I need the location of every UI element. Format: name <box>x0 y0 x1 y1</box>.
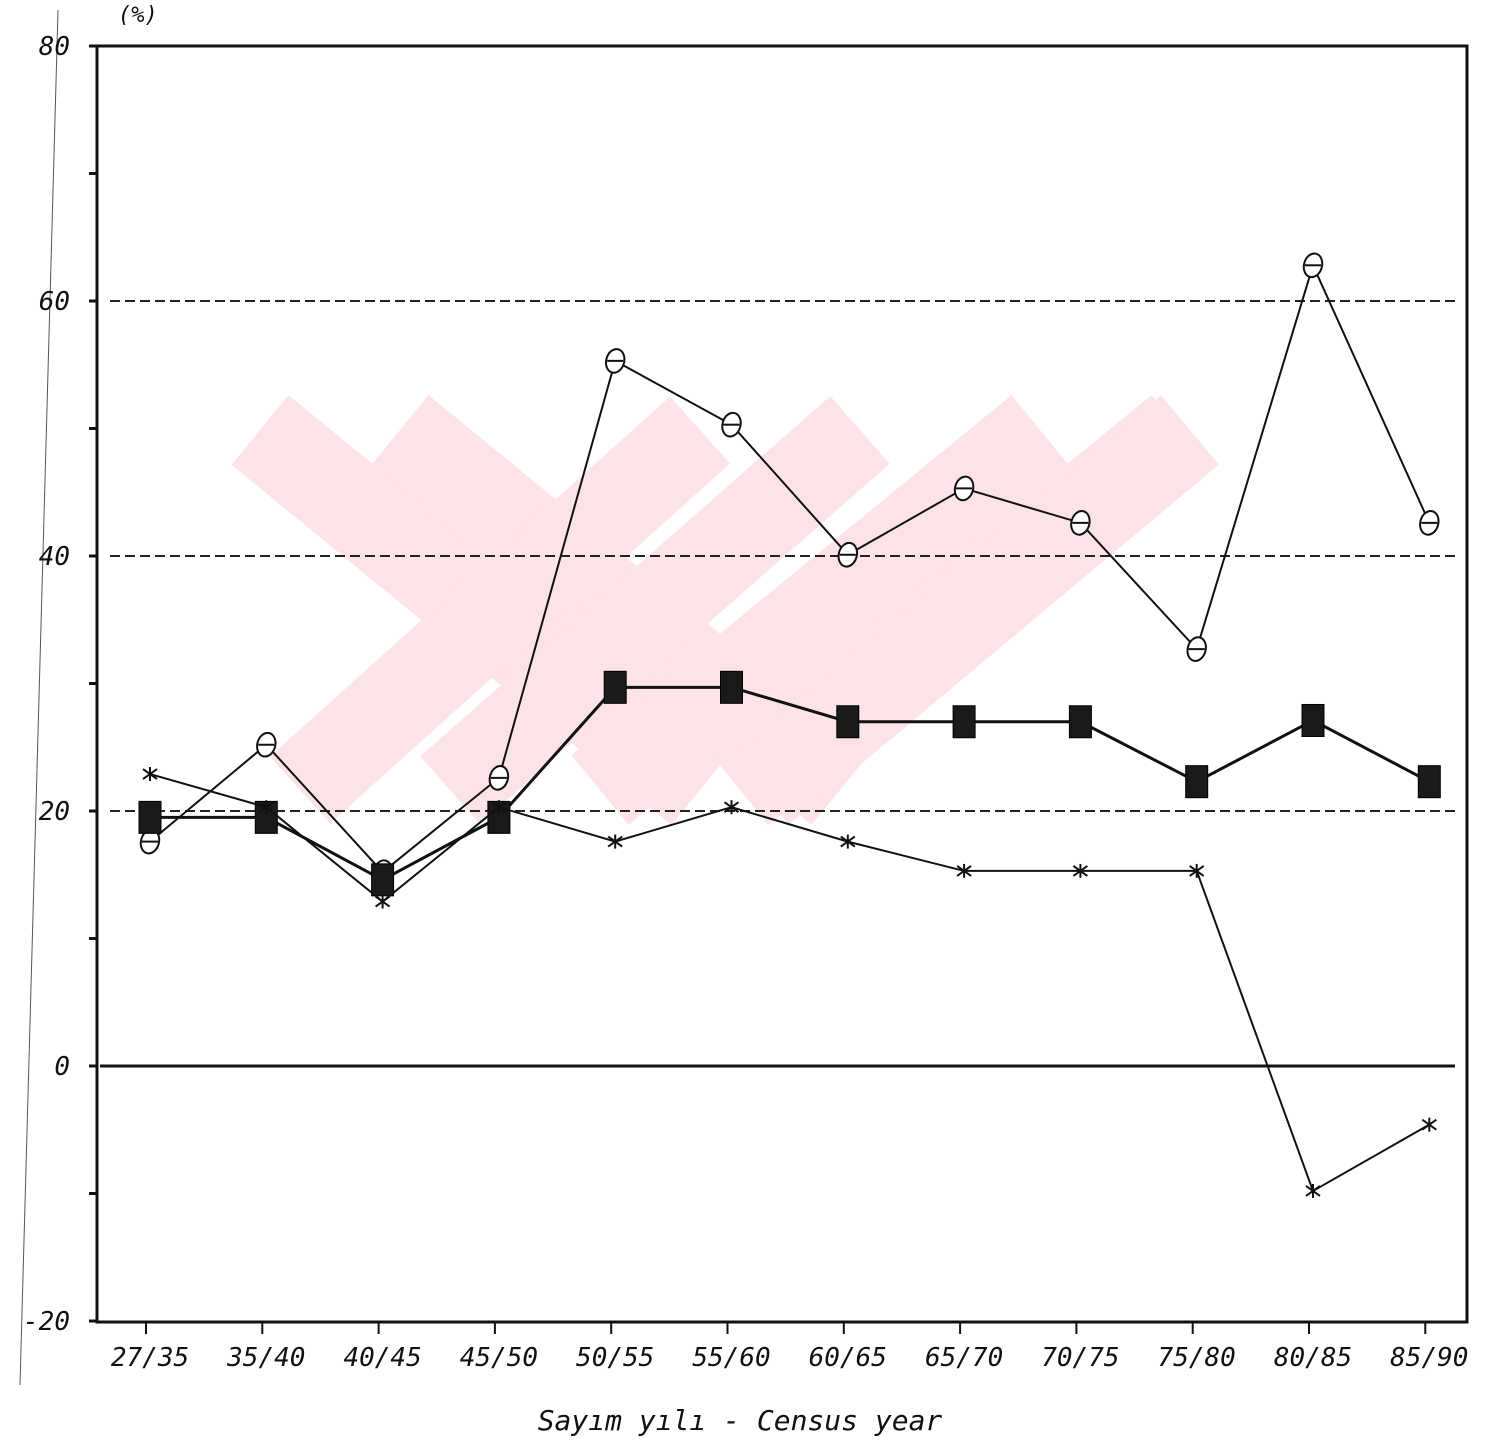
theta-marker <box>721 411 742 438</box>
watermark-stroke <box>269 396 731 824</box>
square-marker <box>1301 703 1325 737</box>
x-axis-title: Sayım yılı - Census year <box>538 1404 943 1437</box>
x-tick-label: 65/70 <box>925 1343 1003 1373</box>
theta-marker <box>837 541 859 568</box>
series-group <box>138 252 1441 1198</box>
square-marker <box>1068 705 1092 739</box>
square-marker <box>603 670 627 704</box>
x-tick-label: 45/50 <box>460 1343 538 1373</box>
series-line <box>149 262 1431 874</box>
asterisk-marker <box>956 863 972 878</box>
series-asterisk <box>142 767 1437 1198</box>
theta-marker <box>1186 636 1207 662</box>
theta-marker <box>256 731 277 758</box>
x-tick-label: 85/90 <box>1390 1343 1468 1373</box>
square-marker <box>720 670 743 704</box>
asterisk-marker <box>1072 863 1088 878</box>
asterisk-marker <box>1305 1183 1321 1198</box>
square-marker <box>836 705 860 739</box>
theta-marker <box>604 348 626 374</box>
y-tick-label: 0 <box>54 1052 70 1082</box>
x-axis: 27/35 35/40 40/45 45/50 50/55 55/60 60/65 65/70… <box>111 1322 1468 1373</box>
y-tick-label: 20 <box>39 797 70 827</box>
square-marker <box>1185 765 1209 799</box>
y-tick-label: -20 <box>23 1307 70 1337</box>
x-tick-label: 40/45 <box>343 1343 421 1373</box>
asterisk-marker <box>491 800 507 815</box>
y-tick-label: 60 <box>39 287 70 317</box>
x-tick-label: 55/60 <box>692 1343 770 1373</box>
y-tick-label: 40 <box>39 542 70 572</box>
asterisk-marker <box>1189 863 1205 878</box>
series-line <box>149 773 1430 1193</box>
asterisk-marker <box>258 800 274 815</box>
x-tick-label: 75/80 <box>1158 1343 1236 1373</box>
scan-edge-line <box>19 9 59 1386</box>
x-tick-label: 35/40 <box>226 1343 305 1373</box>
series-square <box>138 670 1441 897</box>
square-marker <box>1417 765 1441 799</box>
reference-lines <box>100 300 1460 1068</box>
theta-marker <box>1419 510 1440 536</box>
x-tick-label: 27/35 <box>111 1343 189 1373</box>
asterisk-marker <box>607 834 623 849</box>
asterisk-marker <box>1421 1117 1437 1132</box>
x-tick-label: 60/65 <box>809 1343 887 1373</box>
theta-marker <box>488 765 510 791</box>
square-marker <box>952 705 976 739</box>
x-tick-label: 50/55 <box>576 1343 654 1373</box>
asterisk-marker <box>723 800 740 815</box>
theta-marker <box>1302 252 1324 279</box>
watermark-logo <box>231 395 1219 825</box>
x-tick-label: 70/75 <box>1041 1343 1119 1373</box>
y-tick-label: 80 <box>39 32 70 62</box>
y-axis: -20 0 20 40 60 80 <box>23 32 97 1337</box>
asterisk-marker <box>142 767 158 782</box>
watermark-stroke <box>420 396 890 824</box>
y-unit-label: (%) <box>118 3 158 28</box>
square-marker <box>138 800 162 834</box>
x-tick-label: 80/85 <box>1274 1343 1352 1373</box>
asterisk-marker <box>840 834 856 849</box>
watermark-stroke <box>731 395 1219 825</box>
series-line <box>150 685 1430 882</box>
theta-marker <box>139 828 161 855</box>
asterisk-marker <box>375 894 391 909</box>
theta-marker <box>953 475 975 502</box>
square-marker <box>371 863 395 897</box>
theta-marker <box>1070 510 1091 536</box>
